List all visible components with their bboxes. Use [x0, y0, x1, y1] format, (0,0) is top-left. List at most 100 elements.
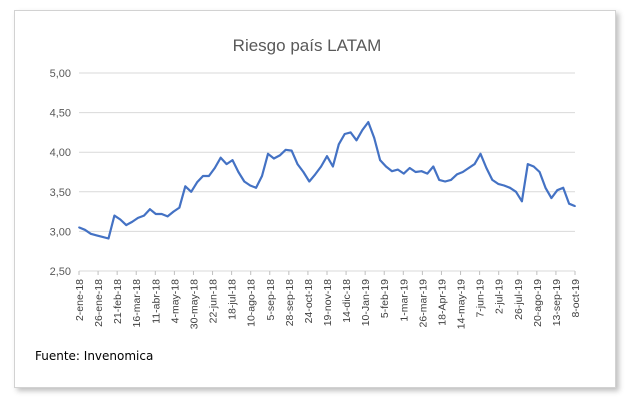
data-point: [538, 171, 541, 173]
x-tick-label: 16-mar-18: [131, 279, 143, 328]
x-tick-label: 1-mar-19: [398, 279, 410, 322]
data-point: [461, 171, 464, 173]
x-tick-label: 26-jul-19: [513, 279, 525, 320]
data-point: [131, 221, 133, 223]
data-point: [456, 173, 458, 176]
data-point: [385, 165, 387, 168]
x-tick-label: 2-jul-19: [494, 279, 506, 314]
line-chart: Riesgo país LATAM 2,50 3,00 3,50 4,00 4,50 5,…: [50, 36, 582, 329]
data-point: [414, 171, 417, 173]
data-point: [154, 213, 157, 215]
x-tick-label: 18-Apr-19: [436, 279, 448, 326]
x-tick-label: 14-may-19: [456, 279, 468, 329]
data-point: [190, 190, 193, 193]
gridlines: [79, 72, 575, 272]
y-tick-label: 4,00: [50, 147, 71, 159]
data-point: [208, 175, 210, 177]
data-point: [302, 171, 305, 173]
data-point: [402, 172, 405, 175]
x-tick-label: 8-oct-19: [570, 279, 582, 318]
data-point: [515, 190, 517, 193]
data-point: [326, 155, 328, 158]
x-tick-label: 26-mar-19: [417, 279, 429, 328]
data-point: [278, 154, 281, 157]
data-point: [497, 183, 500, 185]
data-point: [178, 206, 181, 209]
data-point: [267, 152, 269, 155]
data-point: [485, 167, 488, 169]
data-point: [213, 167, 216, 169]
data-point: [231, 159, 234, 162]
x-tick-label: 28-sep-18: [284, 279, 296, 326]
data-point: [314, 173, 317, 176]
data-point: [509, 186, 511, 189]
plot-area: [78, 120, 576, 240]
data-point: [361, 129, 364, 131]
data-point: [202, 175, 204, 177]
data-point: [95, 234, 98, 237]
data-point: [556, 189, 559, 192]
series-line: [78, 120, 576, 240]
x-axis: 2-ene-18 26-ene-18 21-feb-18 16-mar-18 11-ab…: [74, 271, 582, 329]
x-tick-label: 11-abr-18: [150, 279, 162, 324]
y-axis: 2,50 3,00 3,50 4,00 4,50 5,00: [50, 68, 71, 278]
x-tick-label: 20-ago-19: [532, 279, 544, 327]
y-tick-label: 3,50: [50, 187, 71, 199]
data-point: [149, 208, 151, 211]
x-tick-label: 5-feb-19: [379, 279, 391, 318]
data-point: [367, 121, 370, 123]
data-point: [113, 214, 116, 217]
y-tick-label: 5,00: [50, 68, 71, 80]
data-point: [532, 165, 535, 168]
x-tick-label: 5-sep-18: [265, 279, 277, 321]
data-point: [526, 163, 529, 166]
data-point: [426, 172, 429, 175]
data-point: [544, 186, 547, 189]
x-tick-label: 18-jul-18: [227, 279, 239, 320]
data-point: [337, 143, 340, 146]
x-tick-label: 10-Jan-19: [360, 279, 372, 326]
data-point: [444, 180, 446, 183]
data-point: [550, 197, 553, 200]
data-point: [562, 186, 565, 189]
data-point: [296, 163, 299, 166]
x-tick-label: 24-oct-18: [303, 279, 315, 324]
x-tick-label: 14-dic-18: [341, 279, 353, 323]
x-tick-label: 19-nov-18: [322, 279, 334, 326]
data-point: [503, 184, 505, 187]
data-point: [125, 224, 128, 227]
data-point: [255, 186, 257, 189]
data-point: [101, 236, 104, 238]
y-tick-label: 3,00: [50, 226, 71, 238]
data-point: [196, 181, 199, 184]
data-point: [467, 167, 470, 169]
data-point: [568, 202, 570, 205]
x-tick-label: 7-jun-19: [475, 279, 487, 318]
data-point: [249, 184, 252, 187]
data-point: [574, 205, 576, 208]
y-tick-label: 4,50: [50, 108, 71, 120]
x-tick-label: 10-ago-18: [246, 279, 258, 327]
data-point: [379, 159, 381, 162]
data-point: [84, 228, 86, 231]
data-point: [432, 165, 435, 168]
data-point: [290, 149, 293, 152]
data-point: [284, 148, 287, 151]
data-point: [391, 170, 393, 173]
data-point: [225, 163, 228, 166]
data-point: [237, 171, 240, 173]
x-tick-label: 4-may-18: [169, 279, 181, 324]
data-point: [450, 179, 452, 181]
data-point: [491, 179, 494, 181]
data-point: [107, 237, 110, 240]
chart-title: Riesgo país LATAM: [233, 36, 382, 55]
data-point: [397, 168, 399, 171]
x-tick-label: 13-sep-19: [551, 279, 563, 326]
data-point: [473, 163, 476, 166]
data-point: [308, 180, 311, 183]
data-point: [320, 165, 322, 168]
x-tick-label: 30-may-18: [188, 279, 200, 329]
data-point: [219, 156, 222, 159]
x-tick-label: 22-jun-18: [208, 279, 220, 324]
chart-frame: Riesgo país LATAM 2,50 3,00 3,50 4,00 4,50 5,…: [14, 10, 616, 388]
